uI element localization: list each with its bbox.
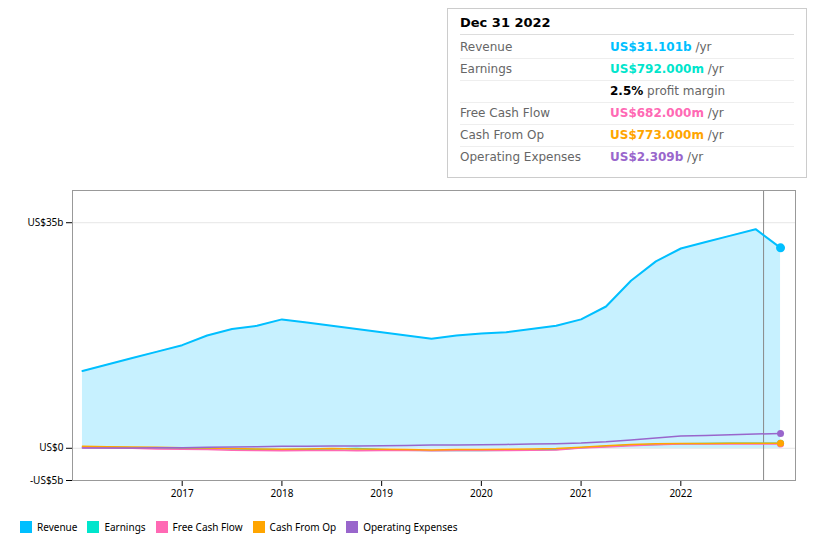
html-text:Dec 31 2022: Dec 31 2022 [460,15,551,30]
html-text:2.5% profit margin: 2.5% profit margin [610,84,726,98]
html-text:Free Cash Flow: Free Cash Flow [460,106,551,120]
html-text:Earnings: Earnings [104,519,146,534]
svg-text:2018: 2018 [270,486,293,500]
html-text:US$682.000m /yr: US$682.000m /yr [610,106,724,120]
html-text:US$31.101b /yr: US$31.101b /yr [610,40,712,54]
svg-text:2020: 2020 [470,486,493,500]
html-text:Revenue: Revenue [37,519,78,534]
html-text:US$792.000m /yr: US$792.000m /yr [610,62,724,76]
svg-text:-US$5b: -US$5b [30,473,64,487]
svg-text:2022: 2022 [669,486,692,500]
html-text:US$2.309b /yr: US$2.309b /yr [610,150,704,164]
html-text:Operating Expenses: Operating Expenses [363,519,458,534]
svg-text:2019: 2019 [370,486,393,500]
html-text:US$773.000m /yr: US$773.000m /yr [610,128,724,142]
html-text:Free Cash Flow: Free Cash Flow [172,519,243,534]
svg-text:US$35b: US$35b [27,215,63,229]
html-text:Earnings: Earnings [460,62,513,76]
html-text:Operating Expenses: Operating Expenses [460,150,581,164]
svg-text:US$0: US$0 [39,440,64,454]
html-text:Cash From Op: Cash From Op [460,128,544,142]
svg-text:2017: 2017 [171,486,194,500]
html-text:Revenue: Revenue [460,40,513,54]
html-text:Cash From Op: Cash From Op [269,519,337,534]
svg-text:2021: 2021 [570,486,593,500]
